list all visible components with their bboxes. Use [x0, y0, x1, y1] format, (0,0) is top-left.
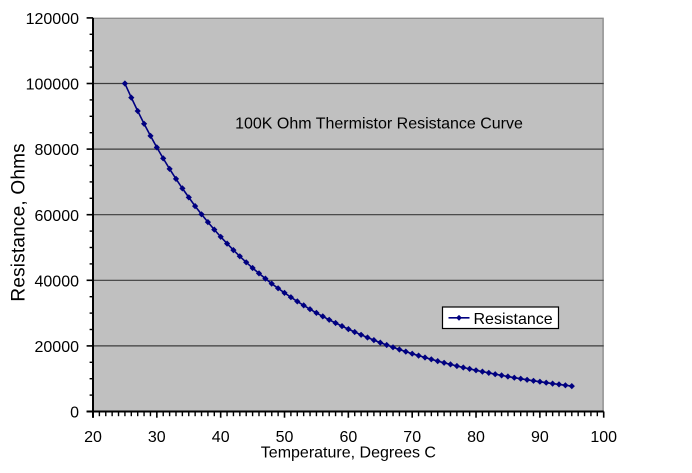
svg-text:50: 50	[276, 429, 294, 446]
svg-text:20: 20	[84, 429, 102, 446]
svg-text:70: 70	[403, 429, 421, 446]
svg-text:40: 40	[212, 429, 230, 446]
svg-text:100K Ohm Thermistor Resistance: 100K Ohm Thermistor Resistance Curve	[235, 115, 523, 132]
svg-text:Resistance, Ohms: Resistance, Ohms	[9, 143, 30, 301]
svg-text:80000: 80000	[35, 142, 80, 159]
svg-text:80: 80	[467, 429, 485, 446]
svg-text:120000: 120000	[26, 11, 79, 28]
svg-text:60000: 60000	[35, 208, 80, 225]
svg-text:90: 90	[531, 429, 549, 446]
svg-text:100: 100	[590, 429, 617, 446]
svg-text:0: 0	[70, 405, 79, 422]
svg-text:20000: 20000	[35, 339, 80, 356]
svg-text:Resistance: Resistance	[474, 311, 553, 328]
svg-text:40000: 40000	[35, 273, 80, 290]
svg-text:30: 30	[148, 429, 166, 446]
svg-text:60: 60	[340, 429, 358, 446]
svg-text:Temperature, Degrees C: Temperature, Degrees C	[261, 445, 436, 462]
svg-text:100000: 100000	[26, 77, 79, 94]
